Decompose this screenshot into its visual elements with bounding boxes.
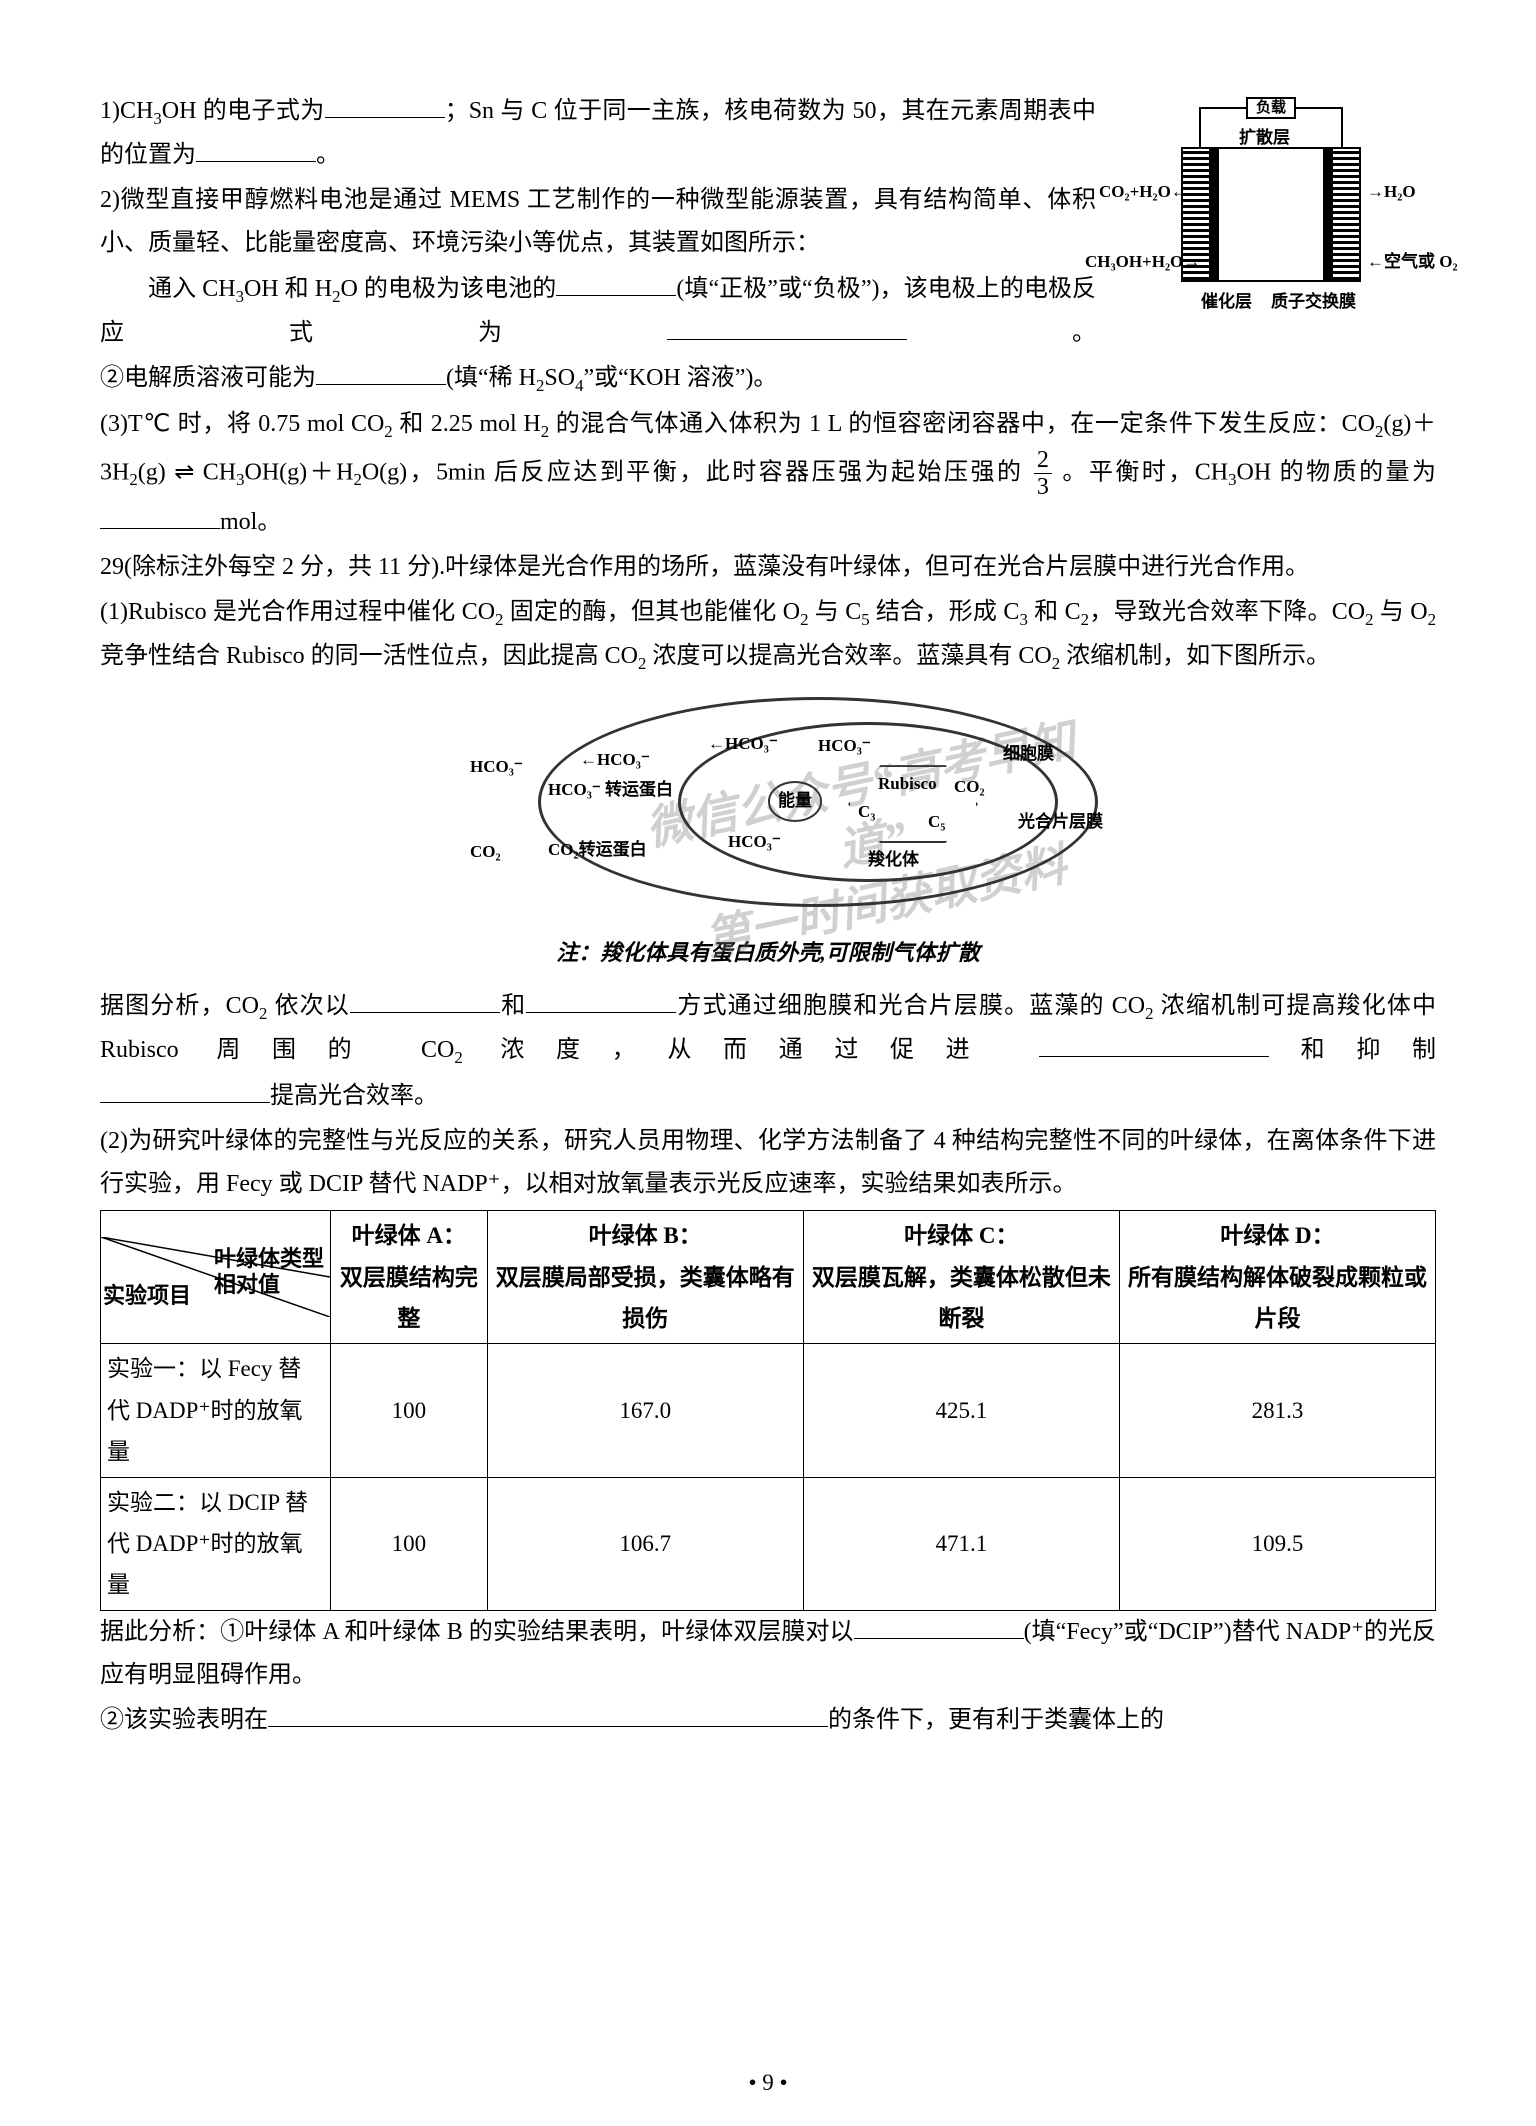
q28-p5: (3)T℃ 时，将 0.75 mol CO2 和 2.25 mol H2 的混合… xyxy=(100,403,1436,544)
diagonal-header: 叶绿体类型 相对值 实验项目 xyxy=(101,1237,330,1317)
page-number: • 9 • xyxy=(0,2070,1536,2096)
fuel-cell-figure: 负载 扩散层 CO₂+H₂O← →H₂O xyxy=(1106,90,1436,320)
q28-p4: ②电解质溶液可能为(填“稀 H2SO4”或“KOH 溶液”)。 xyxy=(100,357,1436,401)
table-row: 实验一：以 Fecy 替代 DADP⁺时的放氧量 100 167.0 425.1… xyxy=(101,1344,1436,1477)
membrane-label: 质子交换膜 xyxy=(1271,287,1356,318)
q29-intro: 29(除标注外每空 2 分，共 11 分).叶绿体是光合作用的场所，蓝藻没有叶绿… xyxy=(100,546,1436,589)
col-a: 叶绿体 A： 双层膜结构完整 xyxy=(331,1211,488,1344)
q28-block: 负载 扩散层 CO₂+H₂O← →H₂O xyxy=(100,90,1436,403)
blank xyxy=(268,1703,828,1727)
blank xyxy=(556,272,676,296)
blank xyxy=(667,316,907,340)
diagram-caption: 注：羧化体具有蛋白质外壳,可限制气体扩散 xyxy=(100,933,1436,973)
blank xyxy=(854,1615,1024,1639)
cell-body xyxy=(1181,147,1361,282)
catalyst-label: 催化层 xyxy=(1201,287,1252,318)
blank xyxy=(526,989,676,1013)
q29-part2: (2)为研究叶绿体的完整性与光反应的关系，研究人员用物理、化学方法制备了 4 种… xyxy=(100,1120,1436,1206)
q29-analysis-line2: 提高光合效率。 xyxy=(100,1075,1436,1118)
blank xyxy=(100,505,220,529)
blank xyxy=(100,1079,270,1103)
blank xyxy=(350,989,500,1013)
q29-part1: (1)Rubisco 是光合作用过程中催化 CO2 固定的酶，但其也能催化 O2… xyxy=(100,591,1436,679)
right-bot-arrow-label: ←空气或 O₂ xyxy=(1367,247,1458,278)
table-header-row: 叶绿体类型 相对值 实验项目 叶绿体 A： 双层膜结构完整 叶绿体 B： 双层膜… xyxy=(101,1211,1436,1344)
left-top-arrow-label: CO₂+H₂O← xyxy=(1099,177,1188,208)
q29-tail-2: ②该实验表明在的条件下，更有利于类囊体上的 xyxy=(100,1699,1436,1742)
left-bot-arrow-label: CH₃OH+H₂O→ xyxy=(1085,247,1200,278)
right-top-arrow-label: →H₂O xyxy=(1367,177,1416,208)
chloroplast-table: 叶绿体类型 相对值 实验项目 叶绿体 A： 双层膜结构完整 叶绿体 B： 双层膜… xyxy=(100,1210,1436,1611)
fraction: 23 xyxy=(1034,447,1052,501)
blank xyxy=(1039,1033,1269,1057)
q29-tail-1: 据此分析：①叶绿体 A 和叶绿体 B 的实验结果表明，叶绿体双层膜对以(填“Fe… xyxy=(100,1611,1436,1697)
col-d: 叶绿体 D： 所有膜结构解体破裂成颗粒或片段 xyxy=(1119,1211,1435,1344)
blank xyxy=(196,138,316,162)
blank xyxy=(316,361,446,385)
col-b: 叶绿体 B： 双层膜局部受损，类囊体略有损伤 xyxy=(487,1211,803,1344)
table-row: 实验二：以 DCIP 替代 DADP⁺时的放氧量 100 106.7 471.1… xyxy=(101,1477,1436,1610)
bio-diagram: 微信公众号“高考早知道” 第一时间获取资料 HCO₃⁻ ←HCO₃⁻ ←HCO₃… xyxy=(418,687,1118,927)
blank xyxy=(325,94,445,118)
load-label: 负载 xyxy=(1246,97,1296,119)
q29-analysis: 据图分析，CO2 依次以和方式通过细胞膜和光合片层膜。蓝藻的 CO2 浓缩机制可… xyxy=(100,985,1436,1073)
col-c: 叶绿体 C： 双层膜瓦解，类囊体松散但未断裂 xyxy=(803,1211,1119,1344)
